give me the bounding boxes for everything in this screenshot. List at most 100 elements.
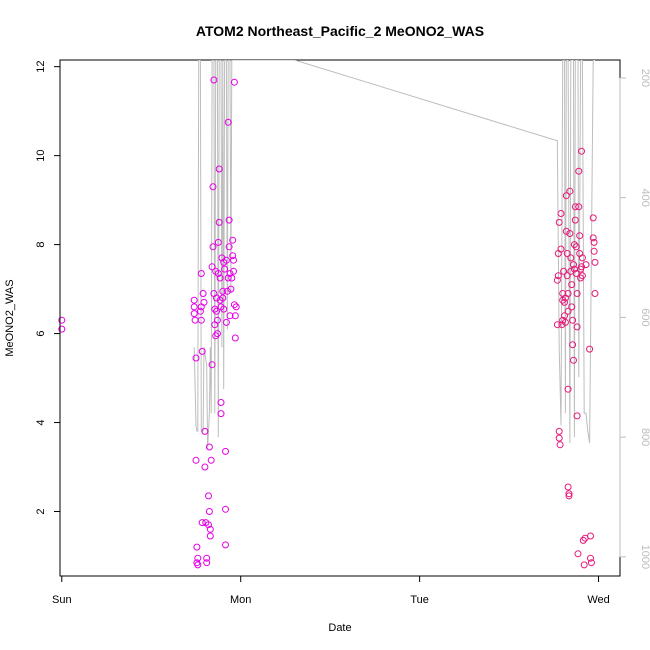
data-point [566,187,574,195]
data-point [555,434,563,442]
right-tick-label: 800 [639,428,650,446]
data-point [230,256,237,264]
data-point [229,252,237,260]
data-point [230,78,238,86]
right-tick-label: 400 [639,189,650,207]
data-point [591,290,599,297]
data-point [198,347,206,355]
data-point [208,361,216,369]
data-point [569,341,577,349]
data-point [203,559,211,567]
data-point [561,298,568,306]
data-point [190,303,198,311]
data-point [222,447,229,455]
data-point [571,203,579,211]
data-point [565,490,573,498]
data-point [231,312,239,320]
data-point [226,270,234,277]
x-tick-label: Sun [52,594,72,606]
data-point [572,243,580,251]
y-tick-label: 12 [35,61,47,73]
data-point [567,254,575,262]
data-point [558,321,566,329]
data-point [208,263,216,271]
data-point [198,519,206,527]
data-point [228,274,236,282]
data-point [215,218,223,226]
data-point [564,483,572,491]
data-point [587,532,594,540]
data-point [568,281,576,289]
data-point [229,236,237,244]
data-point [217,399,225,406]
data-point [206,532,214,540]
data-point [205,521,212,529]
data-point [196,307,204,315]
data-point [568,303,576,311]
data-point [215,165,223,173]
data-point [217,410,225,418]
data-point [556,441,564,449]
data-point [561,312,568,320]
data-point [209,243,217,251]
data-point [570,356,577,364]
data-point [230,301,238,309]
data-point [571,216,579,224]
data-point [557,245,565,253]
data-point [190,310,198,318]
right-tick-label: 1000 [639,545,650,569]
data-point [570,261,577,269]
data-point [224,118,232,126]
data-point [564,290,572,297]
y-axis: 2 4 6 8 10 12 [35,61,61,515]
right-tick-label: 200 [639,69,650,87]
chart-title: ATOM2 Northeast_Pacific_2 MeONO2_WAS [196,23,484,39]
x-tick-label: Tue [410,594,429,606]
data-point [224,274,232,282]
data-point [577,274,585,282]
data-point [564,307,572,315]
data-point [565,492,573,500]
data-point [578,147,585,155]
pressure-line-layer [193,60,595,450]
data-point [221,265,229,273]
data-point [222,256,230,264]
data-point [573,412,581,420]
data-point [573,290,581,297]
data-point [211,305,219,313]
data-point [579,536,587,544]
data-point [223,287,231,295]
data-point [587,554,594,562]
data-points-layer [58,76,599,569]
data-point [222,505,229,513]
data-point [193,543,201,551]
data-point [591,258,599,266]
data-point [213,316,221,324]
data-point [194,561,202,569]
data-point [212,332,220,340]
data-point [194,554,202,562]
data-point [561,318,569,326]
data-point [563,250,571,257]
data-point [566,230,574,237]
data-point [220,305,228,313]
y-tick-label: 10 [35,150,47,162]
data-point [582,261,590,269]
data-point [190,296,198,304]
data-point [562,227,570,235]
data-point [578,254,586,262]
data-point [58,316,66,324]
data-point [214,270,222,277]
data-point [203,554,211,562]
pressure-line [193,60,595,450]
data-point [564,385,572,393]
data-point [232,303,240,311]
x-tick-label: Wed [587,594,609,606]
data-point [213,307,220,315]
data-point [574,550,582,558]
data-point [222,318,230,326]
y-tick-label: 8 [35,242,47,248]
y-axis-label: MeONO2_WAS [4,279,16,356]
data-point [586,345,594,353]
